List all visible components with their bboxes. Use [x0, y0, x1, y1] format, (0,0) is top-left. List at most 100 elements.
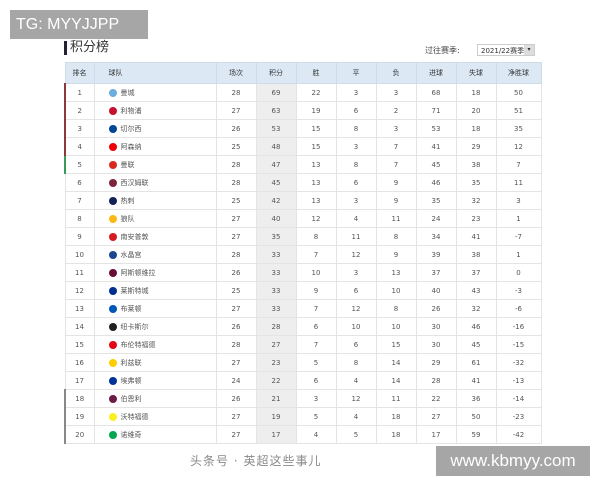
team-name: 南安普敦: [120, 232, 149, 241]
table-row[interactable]: 19 沃特福德 27 19 5 4 18 27 50 -23: [64, 407, 542, 426]
chevron-down-icon[interactable]: ▾: [524, 45, 534, 55]
rank-cell: 15: [64, 335, 95, 354]
stat-cell: 8: [375, 299, 417, 318]
stat-cell: 3: [495, 191, 542, 210]
table-row[interactable]: 7 热刺 25 42 13 3 9 35 32 3: [64, 191, 542, 210]
rank-cell: 1: [64, 83, 95, 102]
stat-cell: -23: [495, 407, 542, 426]
table-row[interactable]: 5 曼联 28 47 13 8 7 45 38 7: [64, 155, 542, 174]
table-row[interactable]: 4 阿森纳 25 48 15 3 7 41 29 12: [64, 137, 542, 156]
table-row[interactable]: 14 纽卡斯尔 26 28 6 10 10 30 46 -16: [64, 317, 542, 336]
page-title: 积分榜: [64, 41, 109, 55]
team-cell: 西汉姆联: [93, 173, 217, 192]
team-cell: 水晶宫: [93, 245, 217, 264]
stat-cell: 5: [335, 425, 377, 444]
stat-cell: 27: [215, 209, 257, 228]
team-cell: 布莱顿: [93, 299, 217, 318]
stat-cell: 30: [415, 335, 457, 354]
stat-cell: 36: [455, 389, 497, 408]
rank-cell: 14: [64, 317, 95, 336]
table-row[interactable]: 1 曼城 28 69 22 3 3 68 18 50: [64, 83, 542, 102]
stat-cell: -7: [495, 227, 542, 246]
stat-cell: 13: [375, 263, 417, 282]
season-select[interactable]: 2021/22赛季 ▾: [477, 44, 535, 56]
column-header[interactable]: 进球: [415, 62, 457, 84]
stat-cell: 13: [295, 173, 337, 192]
table-row[interactable]: 8 狼队 27 40 12 4 11 24 23 1: [64, 209, 542, 228]
stat-cell: 37: [415, 263, 457, 282]
stat-cell: 18: [455, 83, 497, 102]
stat-cell: 6: [335, 101, 377, 120]
team-crest-icon: [108, 142, 117, 151]
column-header[interactable]: 排名: [64, 62, 95, 84]
team-crest-icon: [108, 394, 117, 403]
stat-cell: 33: [255, 281, 297, 300]
stat-cell: 50: [495, 83, 542, 102]
table-row[interactable]: 12 莱斯特城 25 33 9 6 10 40 43 -3: [64, 281, 542, 300]
stat-cell: 18: [375, 425, 417, 444]
stat-cell: 13: [295, 191, 337, 210]
table-row[interactable]: 17 埃弗顿 24 22 6 4 14 28 41 -13: [64, 371, 542, 390]
team-name: 莱斯特城: [120, 286, 149, 295]
rank-cell: 4: [64, 137, 95, 156]
table-header: 排名 球队 场次 积分胜平负进球 失球 净胜球: [64, 62, 542, 84]
stat-cell: 12: [335, 389, 377, 408]
stat-cell: -13: [495, 371, 542, 390]
stat-cell: 3: [335, 137, 377, 156]
table-row[interactable]: 11 阿斯顿维拉 26 33 10 3 13 37 37 0: [64, 263, 542, 282]
column-header[interactable]: 球队: [93, 62, 217, 84]
column-header[interactable]: 失球: [455, 62, 497, 84]
stat-cell: 68: [415, 83, 457, 102]
team-crest-icon: [108, 340, 117, 349]
column-header[interactable]: 积分: [255, 62, 297, 84]
stat-cell: 33: [255, 299, 297, 318]
table-row[interactable]: 3 切尔西 26 53 15 8 3 53 18 35: [64, 119, 542, 138]
rank-cell: 6: [64, 173, 95, 192]
team-crest-icon: [108, 358, 117, 367]
team-name: 曼城: [120, 88, 135, 97]
stat-cell: 47: [255, 155, 297, 174]
stat-cell: 26: [215, 389, 257, 408]
table-row[interactable]: 20 诺维奇 27 17 4 5 18 17 59 -42: [64, 425, 542, 444]
column-header[interactable]: 负: [375, 62, 417, 84]
table-row[interactable]: 9 南安普敦 27 35 8 11 8 34 41 -7: [64, 227, 542, 246]
team-name: 狼队: [120, 214, 135, 223]
team-cell: 南安普敦: [93, 227, 217, 246]
stat-cell: 32: [455, 191, 497, 210]
team-cell: 伯恩利: [93, 389, 217, 408]
column-header[interactable]: 场次: [215, 62, 257, 84]
stat-cell: 10: [295, 263, 337, 282]
stat-cell: 27: [215, 425, 257, 444]
table-row[interactable]: 2 利物浦 27 63 19 6 2 71 20 51: [64, 101, 542, 120]
column-header[interactable]: 净胜球: [495, 62, 542, 84]
watermark: 头条号 · 英超这些事儿: [190, 454, 322, 468]
stat-cell: 6: [335, 173, 377, 192]
stat-cell: 11: [375, 389, 417, 408]
table-row[interactable]: 6 西汉姆联 28 45 13 6 9 46 35 11: [64, 173, 542, 192]
team-name: 沃特福德: [120, 412, 149, 421]
table-row[interactable]: 15 布伦特福德 28 27 7 6 15 30 45 -15: [64, 335, 542, 354]
stat-cell: 18: [375, 407, 417, 426]
team-cell: 诺维奇: [93, 425, 217, 444]
table-row[interactable]: 18 伯恩利 26 21 3 12 11 22 36 -14: [64, 389, 542, 408]
table-row[interactable]: 13 布莱顿 27 33 7 12 8 26 32 -6: [64, 299, 542, 318]
stat-cell: 6: [335, 335, 377, 354]
team-cell: 沃特福德: [93, 407, 217, 426]
stat-cell: 28: [255, 317, 297, 336]
stat-cell: 10: [375, 317, 417, 336]
rank-cell: 20: [64, 425, 95, 444]
column-header[interactable]: 胜: [295, 62, 337, 84]
column-header[interactable]: 平: [335, 62, 377, 84]
team-crest-icon: [108, 304, 117, 313]
stat-cell: 71: [415, 101, 457, 120]
table-row[interactable]: 10 水晶宫 28 33 7 12 9 39 38 1: [64, 245, 542, 264]
stat-cell: 69: [255, 83, 297, 102]
stat-cell: 26: [215, 119, 257, 138]
stat-cell: 35: [495, 119, 542, 138]
table-row[interactable]: 16 利兹联 27 23 5 8 14 29 61 -32: [64, 353, 542, 372]
team-name: 利兹联: [120, 358, 142, 367]
stat-cell: 25: [215, 281, 257, 300]
stat-cell: 1: [495, 209, 542, 228]
team-name: 热刺: [120, 196, 135, 205]
stat-cell: 4: [295, 425, 337, 444]
